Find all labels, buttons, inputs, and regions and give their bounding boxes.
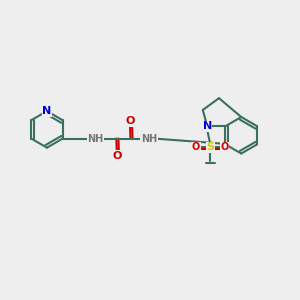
Text: O: O bbox=[220, 142, 228, 152]
Text: O: O bbox=[192, 142, 200, 152]
Text: NH: NH bbox=[87, 134, 103, 143]
Text: NH: NH bbox=[141, 134, 157, 143]
Text: N: N bbox=[202, 121, 212, 131]
Text: O: O bbox=[125, 116, 135, 126]
Text: S: S bbox=[206, 142, 214, 152]
Text: N: N bbox=[42, 106, 52, 116]
Text: O: O bbox=[112, 151, 122, 160]
